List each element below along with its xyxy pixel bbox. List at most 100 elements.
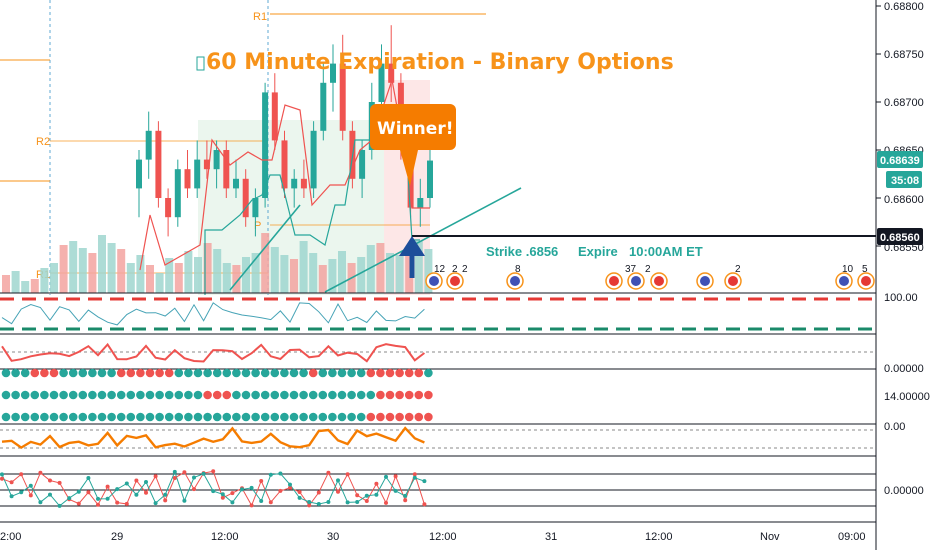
signal-dot bbox=[20, 412, 30, 422]
price-tick: 0.68750 bbox=[884, 49, 924, 61]
signal-dot bbox=[30, 412, 40, 422]
event-flag-icon[interactable] bbox=[506, 272, 524, 290]
red-envelope-line bbox=[139, 77, 430, 271]
volume-bar bbox=[21, 281, 30, 293]
oscillator-dot bbox=[48, 492, 52, 497]
event-flag-icon[interactable] bbox=[605, 272, 623, 290]
oscillator-dot bbox=[38, 470, 43, 475]
oscillator-dot bbox=[403, 498, 408, 503]
oscillator-dot bbox=[182, 470, 187, 475]
event-flag-icon[interactable] bbox=[425, 272, 443, 290]
signal-dot bbox=[97, 368, 107, 378]
signal-dot bbox=[395, 368, 404, 378]
oscillator-dot bbox=[182, 498, 187, 503]
event-flag-icon[interactable] bbox=[446, 272, 464, 290]
volume-bar bbox=[165, 258, 174, 293]
oscillator-dot bbox=[96, 496, 100, 501]
signal-dot bbox=[299, 390, 308, 400]
oscillator-dot bbox=[259, 479, 264, 483]
volume-bar bbox=[290, 259, 298, 293]
candle bbox=[165, 188, 172, 237]
candle bbox=[262, 82, 269, 208]
pane6-red-line bbox=[1, 470, 425, 507]
oscillator-dot bbox=[355, 500, 360, 504]
oscillator-dot bbox=[336, 489, 340, 494]
signal-dot bbox=[164, 412, 174, 422]
event-flag-icon[interactable] bbox=[650, 272, 668, 290]
signal-dot bbox=[280, 368, 289, 378]
signal-dot bbox=[30, 390, 40, 400]
signal-dot bbox=[366, 390, 376, 400]
signal-dot bbox=[232, 390, 241, 400]
signal-dot bbox=[126, 412, 136, 422]
signal-dot bbox=[280, 412, 289, 422]
signal-dot bbox=[116, 412, 126, 422]
time-tick: 2:00 bbox=[0, 531, 21, 543]
candle bbox=[233, 159, 239, 198]
signal-dot bbox=[366, 412, 376, 422]
volume-bar bbox=[59, 245, 68, 293]
candle bbox=[359, 140, 366, 198]
signal-dot bbox=[136, 412, 145, 422]
event-flag-icon[interactable] bbox=[627, 272, 645, 290]
volume-bar bbox=[299, 241, 308, 293]
oscillator-dot bbox=[326, 500, 331, 504]
volume-bar bbox=[2, 275, 10, 293]
event-count: 37 bbox=[625, 264, 637, 275]
economic-events[interactable]: 12 2 2 8 37 2 2 10 5 bbox=[425, 264, 875, 290]
volume-bar bbox=[69, 241, 78, 293]
volume-bar bbox=[357, 257, 366, 293]
volume-bar bbox=[50, 263, 58, 293]
oscillator-dot bbox=[28, 483, 33, 488]
expire-text: Expire bbox=[578, 244, 618, 259]
signal-dot bbox=[116, 390, 126, 400]
price-axis[interactable]: 0.68800 0.68750 0.68700 0.68650 0.68600 … bbox=[876, 1, 924, 254]
candle bbox=[252, 188, 259, 237]
time-axis[interactable]: 2:00 29 12:00 30 12:00 31 12:00 Nov 09:0… bbox=[0, 531, 866, 543]
event-count: 2 bbox=[645, 264, 651, 275]
up-arrow-icon bbox=[399, 236, 425, 278]
signal-dot bbox=[193, 368, 203, 378]
volume-bar bbox=[184, 251, 193, 293]
volume-bar bbox=[222, 263, 231, 293]
oscillator-dot bbox=[9, 480, 14, 485]
signal-dot bbox=[97, 412, 107, 422]
signal-dot bbox=[414, 390, 424, 400]
signal-dot bbox=[68, 390, 78, 400]
oscillator-dot bbox=[172, 469, 177, 474]
event-flag-icon[interactable] bbox=[724, 272, 742, 290]
volume-bar bbox=[78, 248, 87, 293]
signal-dot bbox=[78, 368, 88, 378]
signal-dot bbox=[107, 412, 116, 422]
indicator-level: 0.00000 bbox=[884, 485, 924, 497]
signal-dot bbox=[212, 390, 222, 400]
volume-bar bbox=[386, 253, 394, 293]
current-price-badge bbox=[877, 151, 923, 168]
signal-dot bbox=[11, 368, 20, 378]
winner-callout: Winner! bbox=[370, 104, 456, 186]
signal-dot bbox=[78, 412, 88, 422]
signal-dot bbox=[299, 412, 308, 422]
pane3-line bbox=[1, 342, 426, 363]
oscillator-dot bbox=[134, 492, 139, 497]
event-flag-icon[interactable] bbox=[835, 272, 853, 290]
oscillator-dot bbox=[144, 490, 148, 495]
event-flag-icon[interactable] bbox=[696, 272, 714, 290]
signal-dot bbox=[222, 368, 232, 378]
signal-dot bbox=[270, 390, 280, 400]
volume-bar bbox=[107, 243, 116, 293]
oscillator-dot bbox=[355, 493, 360, 498]
event-count: 10 bbox=[842, 264, 854, 275]
signal-dot bbox=[145, 412, 155, 422]
oscillator-dot bbox=[163, 492, 168, 497]
event-flag-icon[interactable] bbox=[857, 272, 875, 290]
oscillator-dot bbox=[374, 481, 379, 486]
oscillator-dot bbox=[345, 472, 350, 477]
oscillator-dot bbox=[249, 503, 254, 508]
signal-dot bbox=[184, 390, 193, 400]
countdown-value: 35:08 bbox=[891, 175, 919, 187]
pane6-green-line bbox=[1, 470, 425, 507]
price-tick: 0.68700 bbox=[884, 97, 924, 109]
volume-bar bbox=[405, 247, 414, 293]
